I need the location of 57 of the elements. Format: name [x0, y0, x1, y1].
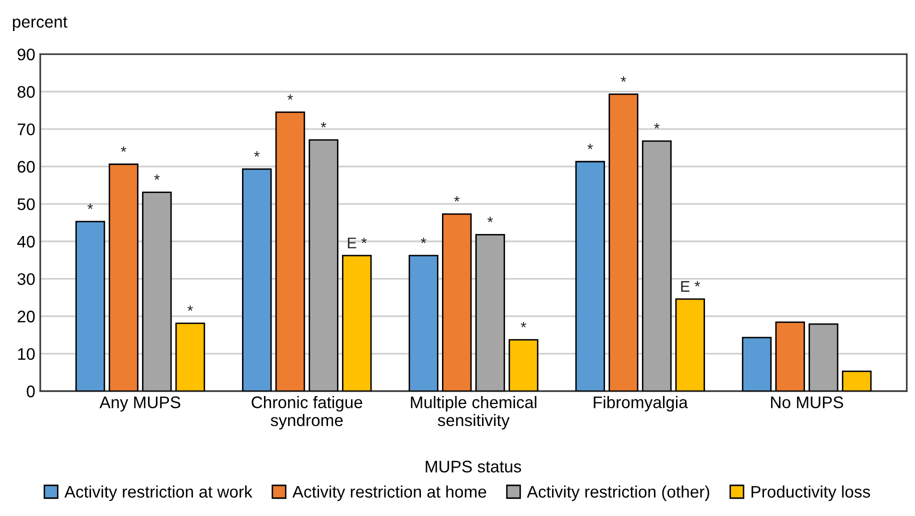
bar	[775, 322, 805, 392]
legend-label: Activity restriction (other)	[526, 485, 710, 501]
bar	[342, 254, 372, 392]
data-label: *	[287, 94, 293, 100]
x-tick-label: Any MUPS	[100, 396, 180, 412]
data-label: *	[254, 151, 260, 157]
bar	[675, 298, 705, 392]
y-tick-label: 40	[17, 236, 35, 248]
data-label: *	[587, 144, 593, 150]
bar	[842, 370, 872, 392]
x-axis-title: MUPS status	[426, 460, 522, 472]
legend-label: Activity restriction at work	[64, 485, 252, 501]
y-axis-title: percent	[12, 16, 68, 31]
bar	[442, 213, 472, 392]
y-tick-label: 20	[18, 310, 35, 322]
data-label: *	[120, 146, 126, 152]
legend-label: Activity restriction at home	[292, 485, 486, 501]
y-tick-label: 30	[18, 273, 35, 286]
data-label: *	[454, 196, 460, 202]
data-label: *	[654, 123, 660, 129]
y-tick-label: 10	[18, 348, 35, 360]
y-tick-label: 90	[18, 48, 35, 60]
y-tick-label: 60	[18, 160, 35, 173]
bar	[475, 234, 506, 392]
bar	[508, 339, 538, 392]
x-tick-label: No MUPS	[771, 396, 844, 408]
y-tick-label: 0	[26, 386, 35, 398]
bar	[275, 112, 306, 392]
data-label: E *	[348, 238, 367, 248]
bar	[742, 336, 772, 392]
x-tick-label: Fibromyalgia	[594, 396, 688, 412]
data-label: *	[487, 216, 493, 222]
data-label: E *	[681, 281, 700, 292]
data-label: *	[420, 238, 426, 244]
x-tick-label: Chronic fatigue syndrome	[252, 396, 362, 430]
data-label: *	[620, 76, 626, 82]
bar	[608, 94, 638, 392]
y-tick-label: 50	[18, 198, 35, 210]
bar	[75, 220, 106, 392]
y-tick-label: 80	[18, 86, 35, 98]
data-label: *	[320, 122, 326, 128]
data-label: *	[154, 174, 160, 180]
bar	[308, 139, 338, 392]
bar	[142, 192, 172, 392]
data-label: *	[520, 322, 526, 328]
bar	[175, 322, 206, 392]
x-tick-label: Multiple chemical sensitivity	[410, 396, 536, 430]
bar	[642, 140, 672, 392]
bar	[108, 164, 138, 392]
data-label: *	[88, 204, 93, 210]
legend-label: Productivity loss	[752, 485, 870, 501]
bar	[575, 160, 606, 392]
y-tick-label: 70	[18, 123, 35, 136]
data-label: *	[188, 306, 193, 311]
bar	[242, 168, 272, 392]
bar	[808, 323, 838, 392]
bar	[408, 254, 438, 392]
